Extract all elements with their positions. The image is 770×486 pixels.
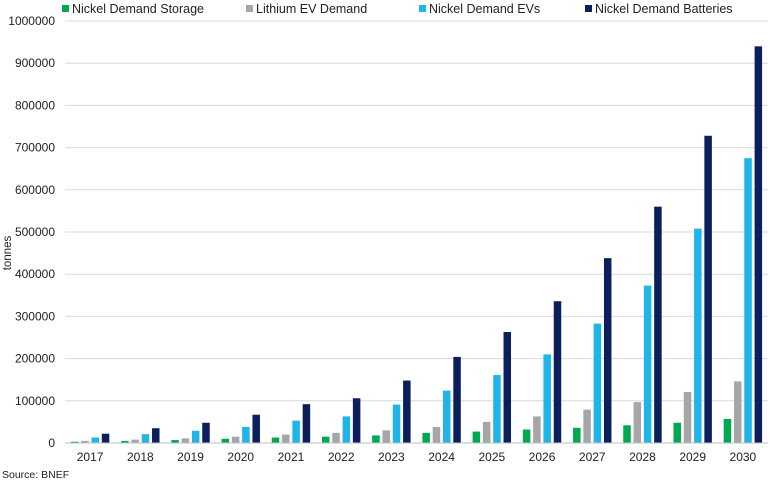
x-tick-label: 2030 [730,450,757,464]
legend-swatch [62,5,69,12]
bar-nickel-demand-storage-2029 [673,422,681,443]
y-tick-label: 500000 [15,225,55,239]
y-tick-label: 300000 [15,309,55,323]
legend-label: Lithium EV Demand [256,2,367,16]
bar-nickel-demand-evs-2020 [242,426,250,443]
bar-nickel-demand-batteries-2023 [403,380,411,443]
bar-nickel-demand-storage-2020 [221,438,230,443]
y-tick-label: 400000 [15,267,55,281]
bar-nickel-demand-storage-2017 [70,441,79,443]
x-tick-label: 2028 [629,450,656,464]
y-tick-label: 0 [48,436,55,450]
bar-nickel-demand-evs-2029 [694,228,702,443]
x-tick-label: 2020 [227,450,254,464]
bar-lithium-ev-demand-2019 [181,438,190,443]
y-tick-label: 200000 [15,352,55,366]
bar-nickel-demand-storage-2022 [321,436,330,443]
bar-lithium-ev-demand-2024 [432,426,441,443]
bar-lithium-ev-demand-2027 [583,409,591,443]
bar-nickel-demand-storage-2023 [372,435,380,443]
legend-swatch [585,5,592,12]
bar-lithium-ev-demand-2028 [633,402,642,443]
bar-nickel-demand-evs-2027 [593,323,602,443]
bar-nickel-demand-batteries-2028 [654,206,662,443]
source-note: Source: BNEF [2,469,69,481]
bars [70,46,763,443]
bar-nickel-demand-batteries-2017 [101,433,110,443]
legend-label: Nickel Demand Storage [72,2,204,16]
bar-nickel-demand-evs-2024 [443,390,451,443]
bar-lithium-ev-demand-2020 [231,436,240,443]
x-tick-label: 2029 [679,450,706,464]
x-tick-label: 2017 [77,450,104,464]
bar-lithium-ev-demand-2029 [683,391,692,443]
bar-nickel-demand-storage-2030 [723,418,732,443]
legend: Nickel Demand Storage Lithium EV Demand Ni… [62,2,733,16]
y-tick-label: 100000 [15,394,55,408]
bar-nickel-demand-evs-2017 [91,437,100,443]
bar-lithium-ev-demand-2025 [482,421,491,443]
x-tick-label: 2018 [127,450,154,464]
bar-nickel-demand-batteries-2030 [754,46,763,443]
bar-nickel-demand-batteries-2029 [704,135,712,443]
y-tick-label: 600000 [15,183,55,197]
bar-nickel-demand-evs-2030 [744,158,752,443]
x-tick-label: 2023 [378,450,405,464]
bar-nickel-demand-evs-2026 [543,354,551,443]
bar-lithium-ev-demand-2030 [733,381,742,443]
x-tick-label: 2024 [428,450,455,464]
bar-nickel-demand-batteries-2022 [352,398,361,443]
bar-nickel-demand-storage-2021 [271,437,280,443]
bar-lithium-ev-demand-2023 [382,430,390,443]
bar-nickel-demand-batteries-2021 [302,404,311,443]
gridlines [65,20,768,402]
bar-nickel-demand-evs-2018 [141,434,150,443]
bar-nickel-demand-storage-2028 [623,425,631,443]
bar-lithium-ev-demand-2026 [533,416,541,443]
bar-nickel-demand-batteries-2025 [503,332,512,443]
x-tick-label: 2019 [177,450,204,464]
bar-nickel-demand-batteries-2018 [152,428,160,443]
x-tick-label: 2021 [278,450,305,464]
bar-nickel-demand-batteries-2019 [202,422,210,443]
x-tick-label: 2025 [478,450,505,464]
bar-lithium-ev-demand-2017 [81,440,89,443]
bar-nickel-demand-storage-2024 [422,432,430,443]
bar-nickel-demand-evs-2022 [342,416,351,443]
bar-nickel-demand-storage-2019 [171,440,179,443]
bar-nickel-demand-storage-2027 [573,427,581,443]
bar-nickel-demand-batteries-2027 [603,258,612,443]
bar-lithium-ev-demand-2018 [131,439,139,443]
legend-swatch [419,5,426,12]
bar-nickel-demand-evs-2025 [493,375,501,443]
bar-lithium-ev-demand-2022 [332,432,340,443]
y-axis-tick-labels: 0 100000 200000 300000 400000 500000 600000 700… [8,14,55,450]
x-tick-label: 2022 [328,450,355,464]
bar-lithium-ev-demand-2021 [282,434,290,443]
bar-nickel-demand-storage-2026 [522,429,531,443]
legend-label: Nickel Demand EVs [429,2,540,16]
bar-nickel-demand-batteries-2024 [453,356,461,443]
bar-nickel-demand-evs-2028 [643,285,652,443]
legend-label: Nickel Demand Batteries [595,2,733,16]
y-axis-label: tonnes [2,235,14,270]
bar-nickel-demand-evs-2019 [191,430,200,443]
bar-nickel-demand-batteries-2020 [252,414,260,443]
legend-swatch [246,5,253,12]
y-tick-label: 900000 [15,56,55,70]
bar-nickel-demand-storage-2025 [472,431,481,443]
bar-nickel-demand-evs-2021 [292,420,300,443]
bar-nickel-demand-storage-2018 [121,440,129,443]
y-tick-label: 800000 [15,98,55,112]
y-tick-label: 700000 [15,141,55,155]
x-axis-tick-labels: 2017 2018 2019 2020 2021 2022 2023 2024 2025 2026… [77,450,757,464]
x-tick-label: 2026 [529,450,556,464]
bar-nickel-demand-batteries-2026 [553,301,562,443]
y-tick-label: 1000000 [8,14,55,28]
bar-nickel-demand-evs-2023 [392,404,401,443]
x-tick-label: 2027 [579,450,606,464]
